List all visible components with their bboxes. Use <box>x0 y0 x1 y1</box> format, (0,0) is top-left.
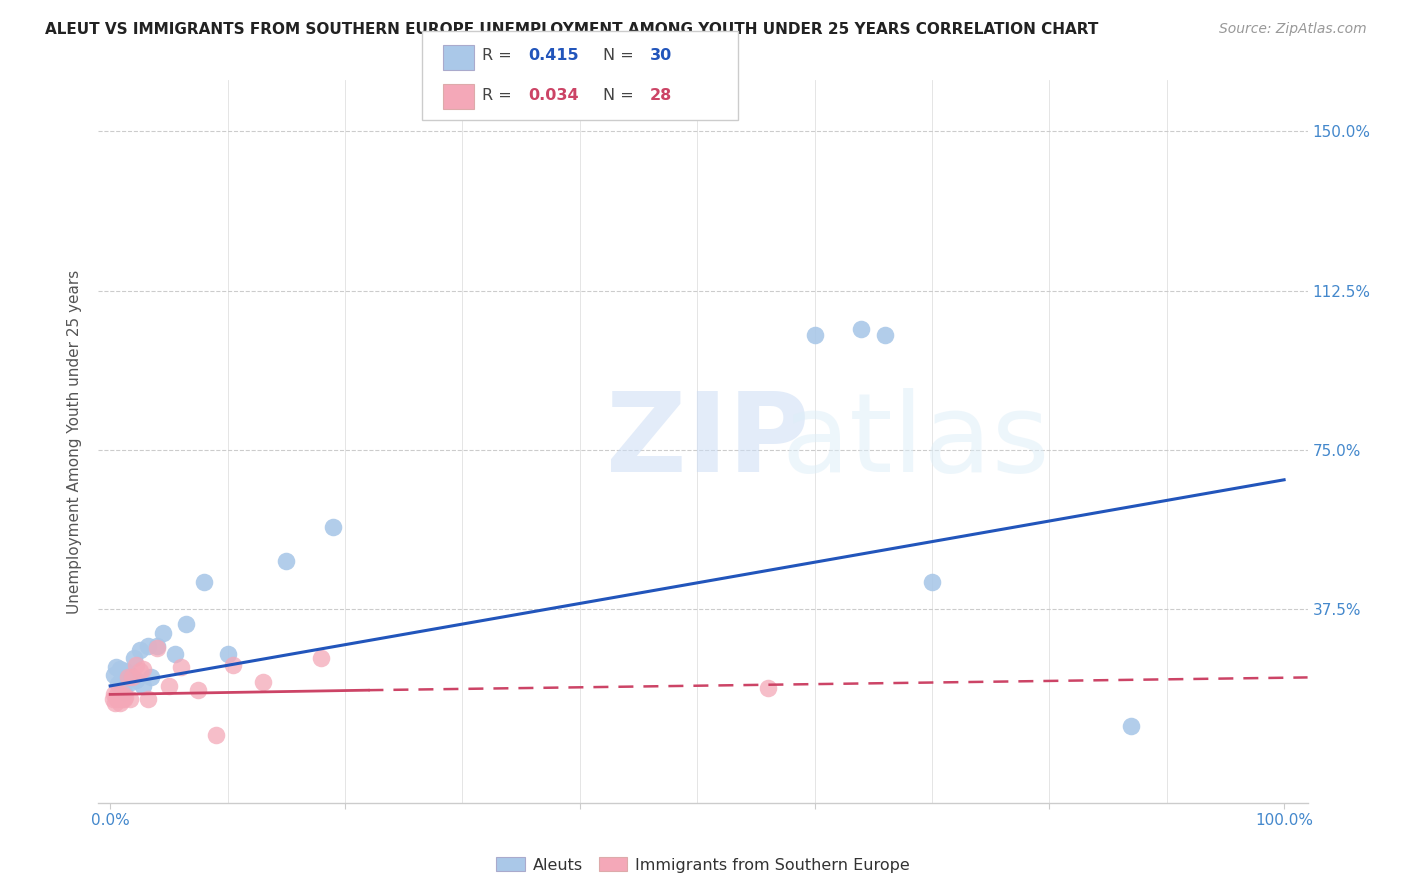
Point <box>112 685 135 699</box>
Text: R =: R = <box>482 48 517 63</box>
Point <box>157 679 180 693</box>
Point <box>132 662 155 676</box>
Point <box>921 574 943 589</box>
Point <box>322 519 344 533</box>
Point <box>111 691 134 706</box>
Text: ALEUT VS IMMIGRANTS FROM SOUTHERN EUROPE UNEMPLOYMENT AMONG YOUTH UNDER 25 YEARS: ALEUT VS IMMIGRANTS FROM SOUTHERN EUROPE… <box>45 22 1098 37</box>
Point <box>187 683 209 698</box>
Point <box>122 651 145 665</box>
Point <box>146 639 169 653</box>
Point <box>114 690 136 704</box>
Text: N =: N = <box>603 87 640 103</box>
Point <box>108 696 131 710</box>
Point <box>107 685 129 699</box>
Point <box>105 660 128 674</box>
Point <box>169 660 191 674</box>
Point <box>103 668 125 682</box>
Text: 30: 30 <box>650 48 672 63</box>
Point <box>163 647 186 661</box>
Point <box>252 674 274 689</box>
Point <box>105 690 128 704</box>
Point <box>132 679 155 693</box>
Point <box>311 651 333 665</box>
Text: 0.415: 0.415 <box>529 48 579 63</box>
Point <box>756 681 779 695</box>
Point <box>117 666 139 681</box>
Text: atlas: atlas <box>782 388 1050 495</box>
Point <box>111 670 134 684</box>
Point <box>118 668 141 682</box>
Point <box>101 691 124 706</box>
Point <box>105 691 128 706</box>
Point <box>120 691 142 706</box>
Point <box>204 728 226 742</box>
Text: R =: R = <box>482 87 517 103</box>
Point <box>112 687 135 701</box>
Point <box>107 677 129 691</box>
Legend: Aleuts, Immigrants from Southern Europe: Aleuts, Immigrants from Southern Europe <box>489 851 917 879</box>
Point <box>136 691 159 706</box>
Point <box>120 674 142 689</box>
Point <box>146 640 169 655</box>
Point <box>104 696 127 710</box>
Point <box>128 642 150 657</box>
Y-axis label: Unemployment Among Youth under 25 years: Unemployment Among Youth under 25 years <box>67 269 83 614</box>
Point <box>121 670 143 684</box>
Point <box>128 664 150 678</box>
Point <box>108 662 131 676</box>
Text: ZIP: ZIP <box>606 388 810 495</box>
Point <box>125 673 148 687</box>
Point <box>193 574 215 589</box>
Point <box>117 670 139 684</box>
Point <box>217 647 239 661</box>
Text: 28: 28 <box>650 87 672 103</box>
Point <box>136 639 159 653</box>
Point <box>276 553 298 567</box>
Point <box>851 322 873 336</box>
Point <box>803 328 825 343</box>
Point <box>125 657 148 672</box>
Text: 0.034: 0.034 <box>529 87 579 103</box>
Point <box>103 687 125 701</box>
Text: N =: N = <box>603 48 640 63</box>
Point <box>1121 719 1143 733</box>
Text: Source: ZipAtlas.com: Source: ZipAtlas.com <box>1219 22 1367 37</box>
Point <box>114 664 136 678</box>
Point <box>176 617 198 632</box>
Point <box>112 691 135 706</box>
Point <box>222 657 245 672</box>
Point <box>110 690 132 704</box>
Point <box>111 666 134 681</box>
Point <box>873 328 896 343</box>
Point <box>141 670 163 684</box>
Point <box>152 625 174 640</box>
